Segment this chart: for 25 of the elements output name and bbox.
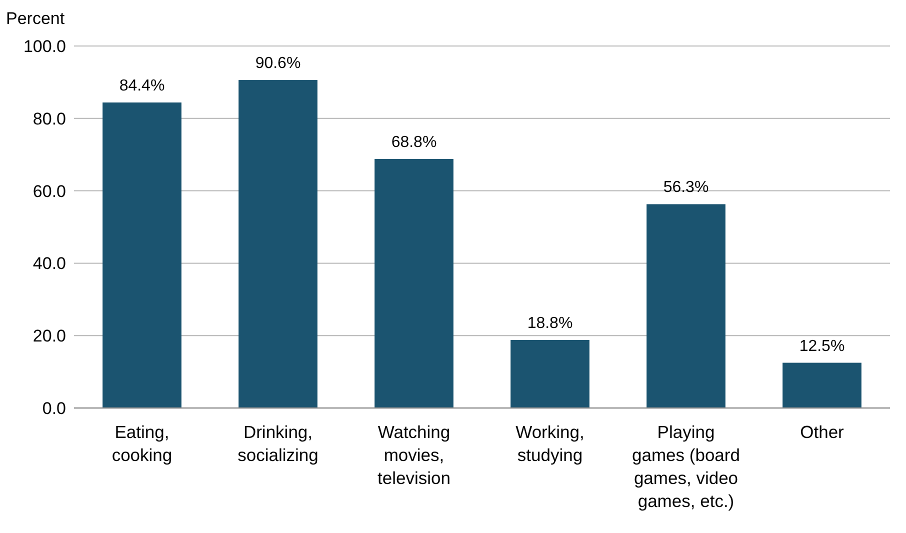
x-tick-label: Drinking, socializing (238, 422, 318, 465)
x-tick-label: Other (800, 422, 844, 442)
y-tick-label: 80.0 (32, 109, 66, 128)
data-label: 56.3% (663, 179, 709, 196)
y-axis-title: Percent (6, 9, 65, 28)
bar (102, 102, 182, 408)
x-tick-label: Playing games (board games, video games, etc.) (632, 422, 740, 511)
x-tick-label: Working, studying (516, 422, 584, 465)
bar (374, 158, 454, 408)
y-tick-label: 100.0 (23, 36, 66, 56)
y-tick-label: 20.0 (32, 326, 66, 346)
data-label: 84.4% (119, 77, 165, 94)
data-label: 68.8% (391, 134, 437, 151)
data-label: 90.6% (255, 55, 301, 72)
bar (646, 204, 726, 408)
x-tick-label: Watching movies, television (378, 422, 450, 488)
bar (238, 80, 318, 408)
bar (510, 340, 590, 408)
x-tick-label: Eating, cooking (112, 422, 172, 465)
y-tick-label: 60.0 (32, 182, 66, 201)
data-label: 18.8% (527, 314, 573, 332)
bar (782, 362, 862, 408)
y-tick-label: 0.0 (42, 398, 66, 418)
y-tick-label: 40.0 (32, 254, 66, 274)
data-label: 12.5% (799, 338, 845, 355)
